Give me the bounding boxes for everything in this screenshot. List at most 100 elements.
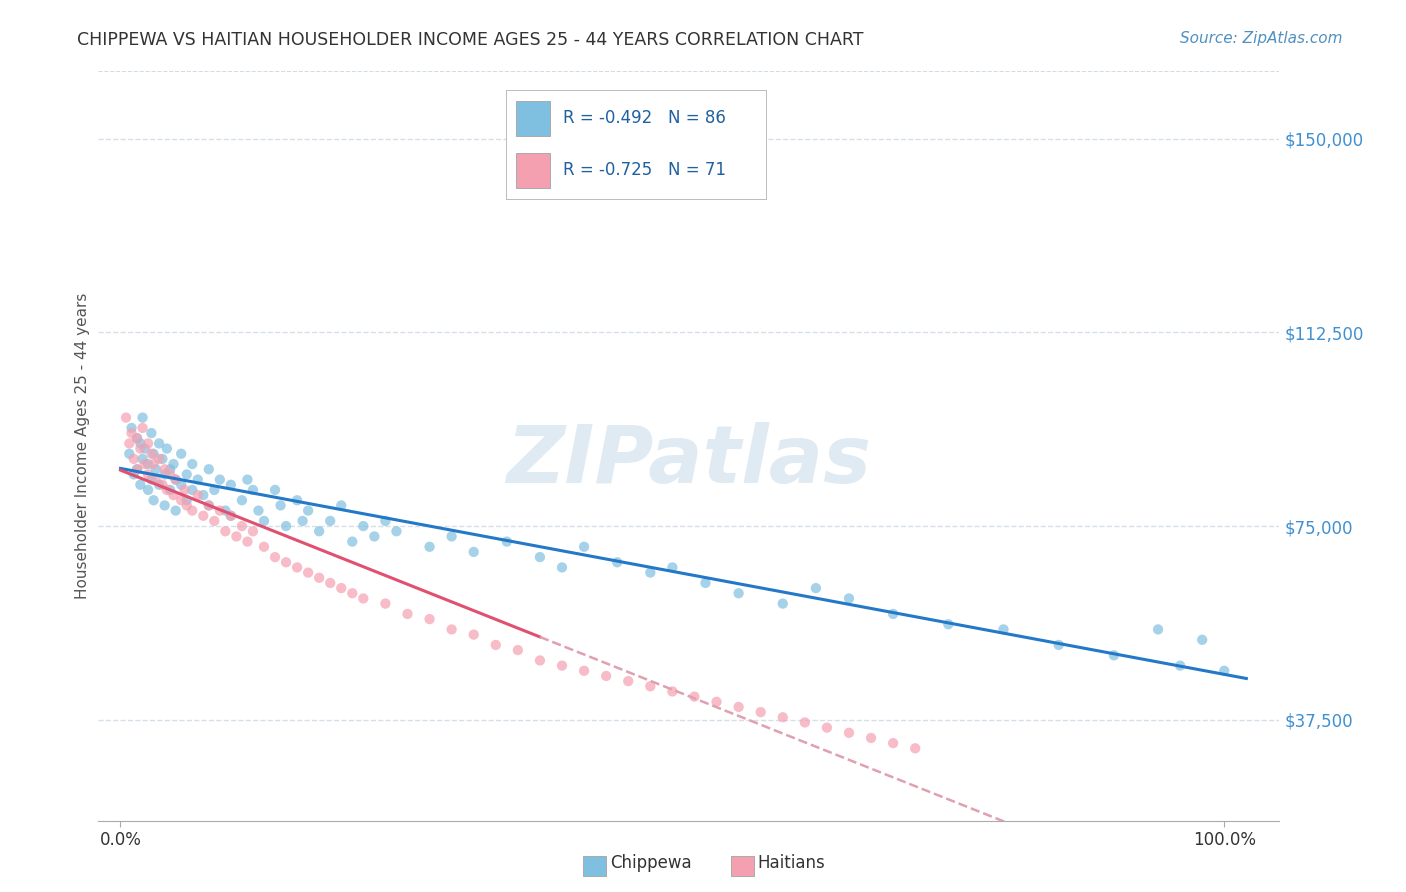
Point [170,447,193,461]
Point [136,457,159,471]
Point [640,566,662,580]
Point [125,431,148,445]
Point [363,529,385,543]
Point [115,410,138,425]
Point [727,700,749,714]
Point [187,473,209,487]
Point [1147,623,1170,637]
Point [141,426,163,441]
Point [270,499,292,513]
Point [247,503,270,517]
Point [463,545,485,559]
Text: Chippewa: Chippewa [610,855,692,872]
Point [330,499,353,513]
Point [772,597,794,611]
Point [181,457,204,471]
Point [159,483,181,497]
Point [793,715,815,730]
Point [142,447,165,461]
Point [485,638,508,652]
Point [198,499,221,513]
Point [129,477,152,491]
Point [136,483,159,497]
Point [1213,664,1236,678]
Point [342,586,364,600]
Point [572,540,595,554]
Point [440,623,463,637]
Point [440,529,463,543]
Point [860,731,883,745]
Point [352,519,374,533]
Point [396,607,419,621]
Point [121,421,143,435]
Point [936,617,959,632]
Point [330,581,353,595]
Point [118,447,141,461]
Point [463,627,485,641]
Point [181,503,204,517]
Point [142,457,165,471]
Point [231,519,253,533]
Point [661,684,683,698]
Point [308,524,330,539]
Point [162,488,184,502]
Point [153,499,176,513]
Point [297,503,319,517]
Point [176,499,198,513]
Point [156,442,179,456]
Point [176,493,198,508]
Point [162,457,184,471]
Point [297,566,319,580]
Point [141,473,163,487]
Point [236,534,259,549]
Point [838,591,860,606]
Point [165,503,187,517]
Point [118,436,141,450]
Point [772,710,794,724]
Point [134,457,156,471]
Point [274,555,297,569]
Point [291,514,314,528]
Point [202,514,225,528]
Y-axis label: Householder Income Ages 25 - 44 years: Householder Income Ages 25 - 44 years [75,293,90,599]
Point [727,586,749,600]
Point [136,467,159,482]
Point [374,597,396,611]
Point [153,467,176,482]
Point [208,473,231,487]
Point [242,524,264,539]
Point [683,690,706,704]
Point [529,550,551,565]
Point [640,679,662,693]
Point [136,436,159,450]
Point [274,519,297,533]
Point [159,462,181,476]
Point [882,736,904,750]
Point [219,508,242,523]
Point [253,514,276,528]
Point [125,462,148,476]
Point [882,607,904,621]
Point [506,643,529,657]
Point [129,436,152,450]
Point [148,477,170,491]
Point [148,436,170,450]
Point [193,488,215,502]
Point [141,447,163,461]
Point [308,571,330,585]
Point [1047,638,1070,652]
Point [993,623,1015,637]
Point [352,591,374,606]
Point [1191,632,1213,647]
Point [706,695,728,709]
Point [419,540,441,554]
Point [529,653,551,667]
Point [208,503,231,517]
Point [176,467,198,482]
Text: Source: ZipAtlas.com: Source: ZipAtlas.com [1180,31,1343,46]
Point [187,488,209,502]
Point [156,483,179,497]
Point [551,560,574,574]
Point [242,483,264,497]
Point [148,451,170,466]
